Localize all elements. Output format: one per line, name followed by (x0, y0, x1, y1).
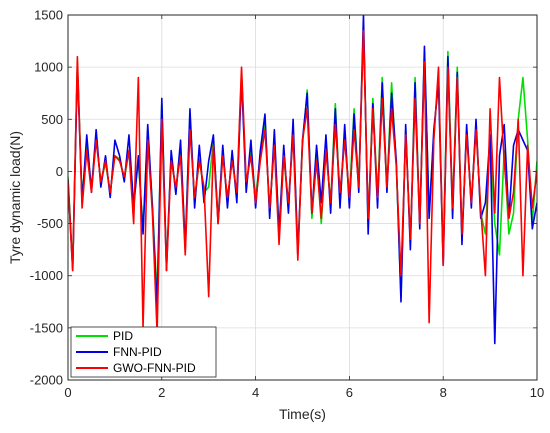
legend: PID FNN-PID GWO-FNN-PID (70, 326, 217, 378)
x-tick-label: 2 (158, 385, 165, 400)
plot-frame (67, 14, 538, 381)
series-layer (68, 15, 537, 345)
x-tick-label: 0 (64, 385, 71, 400)
x-tick-label: 8 (440, 385, 447, 400)
y-tick-label: 500 (41, 112, 63, 127)
ticks: 0 2 4 6 8 10 -2000 -1500 -1000 -500 0 500 1000 1500 (30, 8, 544, 401)
y-tick-label: -1500 (30, 320, 63, 335)
y-tick-label: 1500 (34, 8, 63, 23)
x-axis-title: Time(s) (279, 406, 326, 422)
legend-label-gwo-fnn-pid: GWO-FNN-PID (113, 361, 196, 375)
y-tick-label: -500 (37, 216, 63, 231)
x-tick-label: 6 (346, 385, 353, 400)
y-tick-label: -1000 (30, 268, 63, 283)
y-tick-label: 0 (56, 164, 63, 179)
y-axis-title: Tyre dynamic load(N) (7, 131, 23, 264)
x-tick-label: 10 (530, 385, 544, 400)
series-line-gwo-fnn-pid (68, 29, 537, 334)
legend-label-pid: PID (113, 329, 133, 343)
y-tick-label: -2000 (30, 373, 63, 388)
y-tick-label: 1000 (34, 60, 63, 75)
x-tick-label: 4 (252, 385, 259, 400)
legend-label-fnn-pid: FNN-PID (113, 345, 162, 359)
